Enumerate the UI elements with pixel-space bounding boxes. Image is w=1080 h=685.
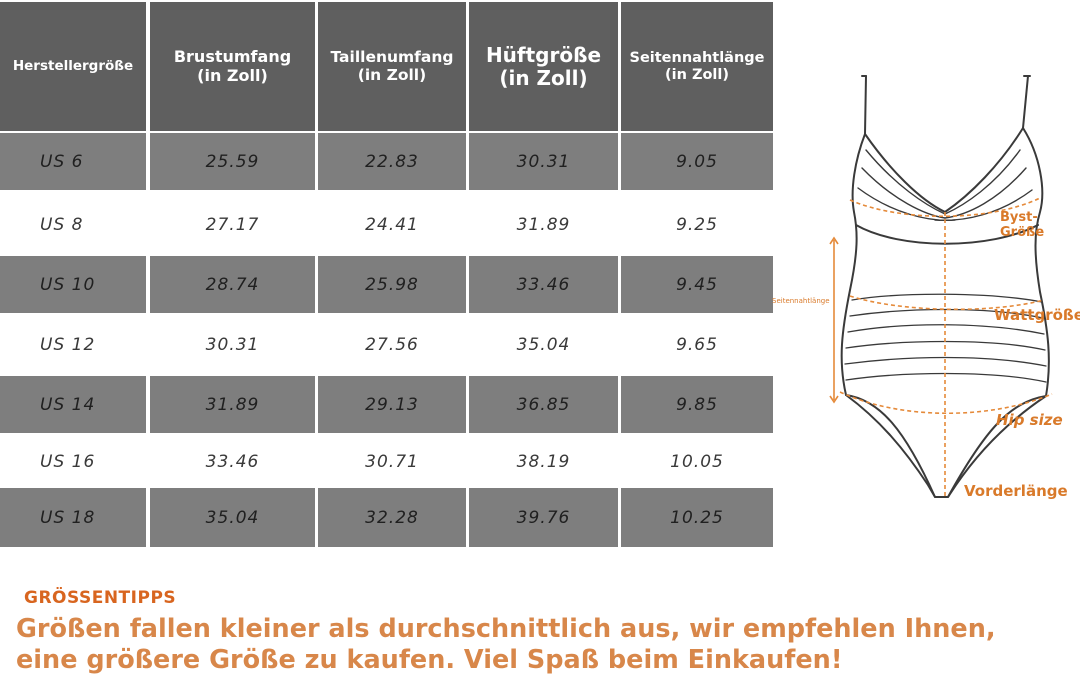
- table-cell-bust: 25.59: [150, 133, 315, 190]
- table-cell-value: 22.83: [365, 151, 419, 172]
- front-length-label: Vorderlänge: [964, 482, 1068, 500]
- table-cell-side-seam: 10.05: [621, 438, 773, 485]
- table-cell-waist: 29.13: [318, 376, 466, 433]
- table-cell-side-seam: 9.25: [621, 196, 773, 253]
- table-cell-size: US 14: [0, 376, 146, 433]
- column-header-line: Hüftgröße: [485, 42, 602, 67]
- table-cell-size: US 6: [0, 133, 146, 190]
- table-cell-value: 9.25: [676, 214, 718, 235]
- table-cell-hip: 39.76: [469, 488, 618, 547]
- waist-size-label: Wattgröße: [994, 306, 1080, 324]
- column-header-line: Taillenumfang: [330, 47, 454, 66]
- table-cell-value: 30.71: [365, 451, 419, 472]
- table-cell-waist: 27.56: [318, 316, 466, 373]
- table-cell-value: US 14: [40, 394, 96, 415]
- table-cell-value: 9.05: [676, 151, 718, 172]
- tips-line-1: Größen fallen kleiner als durchschnittli…: [16, 614, 996, 644]
- table-cell-value: 10.05: [670, 451, 724, 472]
- table-cell-value: 35.04: [205, 507, 260, 528]
- table-cell-hip: 31.89: [469, 196, 618, 253]
- table-cell-value: 25.59: [205, 151, 260, 172]
- table-cell-hip: 36.85: [469, 376, 618, 433]
- table-cell-value: 30.31: [205, 334, 260, 355]
- tips-text: Größen fallen kleiner als durchschnittli…: [16, 614, 1066, 676]
- table-cell-bust: 30.31: [150, 316, 315, 373]
- table-cell-value: 31.89: [516, 214, 571, 235]
- table-cell-value: 33.46: [516, 274, 571, 295]
- tips-line-2: eine größere Größe zu kaufen. Viel Spaß …: [16, 645, 843, 675]
- table-cell-waist: 22.83: [318, 133, 466, 190]
- table-cell-size: US 8: [0, 196, 146, 253]
- table-cell-size: US 12: [0, 316, 146, 373]
- column-header-size: Herstellergröße: [0, 2, 146, 131]
- table-cell-bust: 27.17: [150, 196, 315, 253]
- column-header-waist: Taillenumfang (in Zoll): [318, 2, 466, 131]
- table-cell-value: 25.98: [365, 274, 419, 295]
- column-header-line: Herstellergröße: [12, 57, 134, 74]
- table-cell-bust: 31.89: [150, 376, 315, 433]
- column-header-line: Brustumfang: [173, 47, 292, 67]
- table-cell-value: US 6: [40, 151, 84, 172]
- bust-size-label: Byst-Größe: [1000, 210, 1045, 240]
- table-cell-bust: 35.04: [150, 488, 315, 547]
- column-header-side-seam: Seitennahtlänge (in Zoll): [621, 2, 773, 131]
- table-cell-side-seam: 9.05: [621, 133, 773, 190]
- table-cell-side-seam: 10.25: [621, 488, 773, 547]
- table-cell-value: 9.85: [676, 394, 718, 415]
- column-header-line: (in Zoll): [664, 66, 729, 83]
- table-cell-side-seam: 9.45: [621, 256, 773, 313]
- table-cell-size: US 16: [0, 438, 146, 485]
- table-cell-value: US 8: [40, 214, 84, 235]
- table-cell-value: 35.04: [516, 334, 571, 355]
- hip-size-label: Hip size: [996, 411, 1063, 429]
- table-cell-size: US 10: [0, 256, 146, 313]
- table-cell-value: 24.41: [365, 214, 419, 235]
- table-cell-value: 10.25: [670, 507, 724, 528]
- table-cell-value: US 16: [40, 451, 96, 472]
- table-cell-value: US 12: [40, 334, 96, 355]
- table-cell-hip: 38.19: [469, 438, 618, 485]
- table-cell-bust: 28.74: [150, 256, 315, 313]
- table-cell-value: 27.17: [205, 214, 260, 235]
- table-cell-side-seam: 9.85: [621, 376, 773, 433]
- table-cell-value: 9.45: [676, 274, 718, 295]
- table-cell-side-seam: 9.65: [621, 316, 773, 373]
- table-cell-value: 28.74: [205, 274, 260, 295]
- column-header-line: (in Zoll): [357, 65, 427, 84]
- table-cell-value: 30.31: [516, 151, 571, 172]
- table-cell-size: US 18: [0, 488, 146, 547]
- table-cell-value: 9.65: [676, 334, 718, 355]
- table-cell-waist: 25.98: [318, 256, 466, 313]
- column-header-line: (in Zoll): [499, 65, 588, 90]
- side-seam-label: Seitennahtlänge: [772, 297, 830, 305]
- table-cell-hip: 30.31: [469, 133, 618, 190]
- table-cell-value: 38.19: [516, 451, 571, 472]
- tips-title: GRÖSSENTIPPS: [24, 588, 177, 608]
- table-cell-hip: 33.46: [469, 256, 618, 313]
- column-header-line: Seitennahtlänge: [629, 49, 765, 66]
- table-cell-waist: 30.71: [318, 438, 466, 485]
- table-cell-value: 27.56: [365, 334, 419, 355]
- table-cell-waist: 24.41: [318, 196, 466, 253]
- table-cell-value: 32.28: [365, 507, 419, 528]
- table-cell-value: US 10: [40, 274, 96, 295]
- swimsuit-diagram: [829, 75, 1053, 498]
- table-cell-value: 39.76: [516, 507, 571, 528]
- table-cell-hip: 35.04: [469, 316, 618, 373]
- column-header-line: (in Zoll): [197, 65, 268, 85]
- column-header-hip: Hüftgröße (in Zoll): [469, 2, 618, 131]
- table-cell-value: US 18: [40, 507, 96, 528]
- table-cell-value: 31.89: [205, 394, 260, 415]
- table-cell-waist: 32.28: [318, 488, 466, 547]
- column-header-bust: Brustumfang (in Zoll): [150, 2, 315, 131]
- table-cell-value: 33.46: [205, 451, 260, 472]
- table-cell-bust: 33.46: [150, 438, 315, 485]
- table-cell-value: 36.85: [516, 394, 571, 415]
- table-cell-value: 29.13: [365, 394, 419, 415]
